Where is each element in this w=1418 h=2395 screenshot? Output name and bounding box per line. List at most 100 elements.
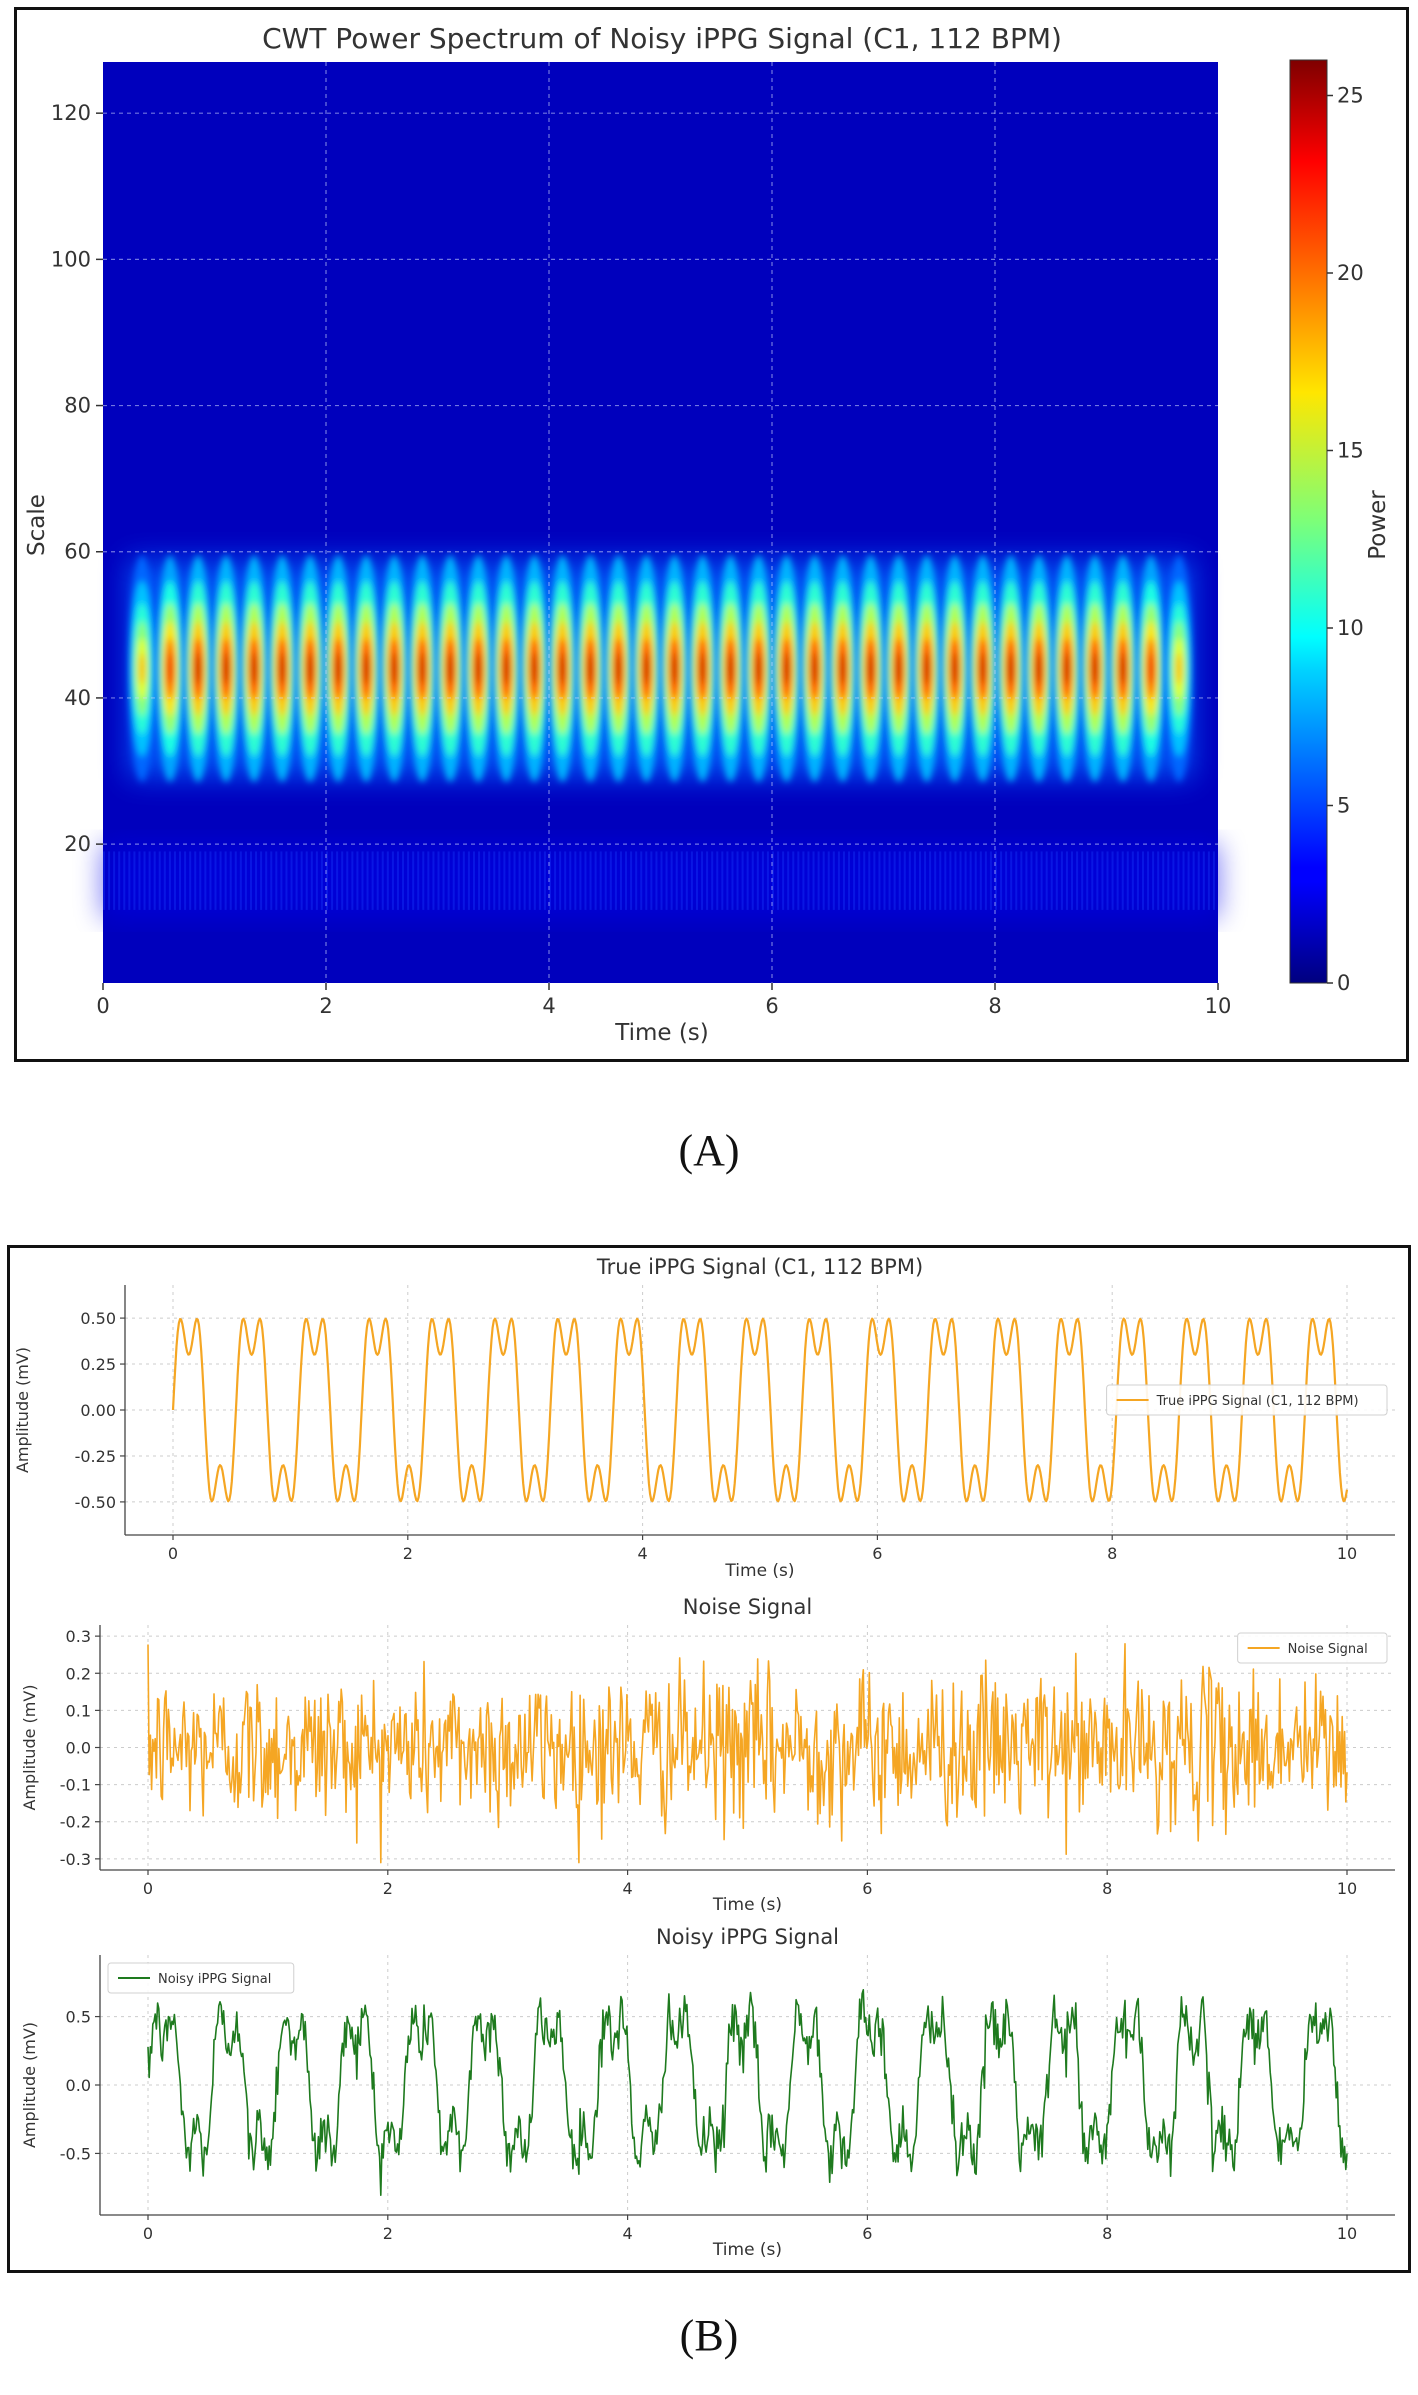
heatmap-peak — [324, 555, 352, 782]
ytick-label: -0.1 — [60, 1776, 91, 1795]
heatmap-ytick-label: 120 — [51, 101, 91, 125]
legend-label: Noisy iPPG Signal — [158, 1972, 271, 1987]
y-axis-label: Amplitude (mV) — [20, 1684, 39, 1810]
cwt-heatmap-chart: CWT Power Spectrum of Noisy iPPG Signal … — [24, 22, 1391, 1046]
heatmap-peak — [548, 555, 576, 782]
heatmap-weak-band-stripes — [103, 851, 1215, 910]
heatmap-peak — [184, 555, 212, 782]
heatmap-peak — [661, 555, 688, 782]
line-chart-title: Noisy iPPG Signal — [656, 1925, 839, 1949]
legend-label: True iPPG Signal (C1, 112 BPM) — [1156, 1394, 1359, 1409]
ytick-label: 0.1 — [66, 1701, 91, 1720]
heatmap-title: CWT Power Spectrum of Noisy iPPG Signal … — [262, 22, 1062, 55]
x-axis-label: Time (s) — [712, 2240, 782, 2260]
ytick-label: 0.3 — [66, 1627, 91, 1646]
heatmap-peak — [1053, 555, 1081, 782]
heatmap-weak-band — [103, 844, 1218, 918]
heatmap-peak — [745, 555, 773, 782]
xtick-label: 2 — [383, 2224, 393, 2243]
heatmap-xtick-label: 2 — [319, 994, 332, 1018]
heatmap-peak — [605, 555, 632, 782]
ytick-label: 0.2 — [66, 1664, 91, 1683]
legend-label: Noise Signal — [1288, 1642, 1368, 1657]
heatmap-peak — [296, 555, 324, 782]
line-chart-grid — [100, 1625, 1395, 1870]
heatmap-peak — [128, 555, 156, 782]
ytick-label: 0.0 — [66, 1739, 91, 1758]
line-chart-title: Noise Signal — [683, 1595, 812, 1619]
legend: Noisy iPPG Signal — [107, 1962, 295, 1994]
xtick-label: 6 — [862, 2224, 872, 2243]
ytick-label: 0.50 — [80, 1309, 116, 1328]
ytick-label: 0.0 — [66, 2076, 91, 2095]
colorbar-tick-label: 20 — [1337, 261, 1364, 285]
caption-a: (A) — [678, 1126, 740, 1175]
ytick-label: 0.5 — [66, 2008, 91, 2027]
colorbar-tick-label: 5 — [1337, 794, 1350, 818]
xtick-label: 10 — [1337, 1544, 1357, 1563]
xtick-label: 4 — [623, 1879, 633, 1898]
signal-line-charts: True iPPG Signal (C1, 112 BPM) 0 2 4 6 8 10 -0.… — [13, 1255, 1395, 2260]
xtick-label: 10 — [1337, 1879, 1357, 1898]
heatmap-peak — [885, 555, 913, 782]
series-line — [147, 1989, 1348, 2196]
heatmap-ytick-label: 40 — [64, 686, 91, 710]
ytick-label: -0.50 — [75, 1493, 116, 1512]
heatmap-peak — [212, 555, 240, 782]
xtick-label: 0 — [143, 1879, 153, 1898]
line-chart-title: True iPPG Signal (C1, 112 BPM) — [596, 1255, 923, 1279]
line-chart-2: Noise Signal 0 2 4 6 8 10 -0.3 -0.2 -0.1 0.0 0.1 0.2… — [20, 1595, 1395, 1915]
ytick-label: 0.00 — [80, 1401, 116, 1420]
heatmap-peak — [464, 555, 492, 782]
heatmap-xtick-label: 10 — [1205, 994, 1232, 1018]
heatmap-peak — [969, 555, 997, 782]
heatmap-background — [103, 62, 1218, 983]
x-axis-label: Time (s) — [724, 1561, 794, 1581]
heatmap-peak — [633, 555, 660, 782]
colorbar-label: Power — [1365, 490, 1391, 560]
heatmap-peak — [240, 555, 268, 782]
legend: True iPPG Signal (C1, 112 BPM) — [1106, 1384, 1388, 1416]
heatmap-peak — [1137, 555, 1165, 782]
heatmap-peak — [436, 555, 464, 782]
heatmap-peak — [857, 555, 885, 782]
ytick-label: -0.25 — [75, 1447, 116, 1466]
heatmap-peak — [1165, 555, 1193, 782]
heatmap-peak — [717, 555, 745, 782]
heatmap-peak — [268, 555, 296, 782]
heatmap-peak — [492, 555, 520, 782]
colorbar-tick-label: 25 — [1337, 84, 1364, 108]
line-chart-1: True iPPG Signal (C1, 112 BPM) 0 2 4 6 8 10 -0.… — [13, 1255, 1395, 1581]
legend: Noise Signal — [1237, 1632, 1388, 1664]
heatmap-xtick-label: 6 — [765, 994, 778, 1018]
heatmap-ytick-label: 60 — [64, 540, 91, 564]
xtick-label: 6 — [872, 1544, 882, 1563]
caption-b: (B) — [679, 2311, 739, 2360]
heatmap-peak — [352, 555, 380, 782]
heatmap-peak — [801, 555, 829, 782]
colorbar-tick-label: 15 — [1337, 439, 1364, 463]
x-axis-label: Time (s) — [712, 1895, 782, 1915]
heatmap-peak — [997, 555, 1025, 782]
heatmap-peak — [829, 555, 857, 782]
heatmap-peak — [1109, 555, 1137, 782]
ytick-label: -0.5 — [60, 2144, 91, 2163]
xtick-label: 0 — [168, 1544, 178, 1563]
heatmap-peak — [1025, 555, 1053, 782]
xtick-label: 10 — [1337, 2224, 1357, 2243]
heatmap-xlabel: Time (s) — [614, 1020, 709, 1046]
xtick-label: 8 — [1102, 2224, 1112, 2243]
ytick-label: -0.3 — [60, 1850, 91, 1869]
line-chart-grid — [100, 1955, 1395, 2215]
series-line — [171, 1317, 1349, 1503]
heatmap-xtick-label: 8 — [988, 994, 1001, 1018]
heatmap-peak — [520, 555, 548, 782]
heatmap-ytick-label: 80 — [64, 394, 91, 418]
line-chart-3: Noisy iPPG Signal 0 2 4 6 8 10 -0.5 0.0 0.5 Time (… — [20, 1925, 1395, 2260]
heatmap-peak — [408, 555, 436, 782]
y-axis-label: Amplitude (mV) — [20, 2022, 39, 2148]
y-axis-label: Amplitude (mV) — [13, 1347, 32, 1473]
xtick-label: 4 — [623, 2224, 633, 2243]
heatmap-peak — [380, 555, 408, 782]
series-line — [147, 1643, 1348, 1864]
